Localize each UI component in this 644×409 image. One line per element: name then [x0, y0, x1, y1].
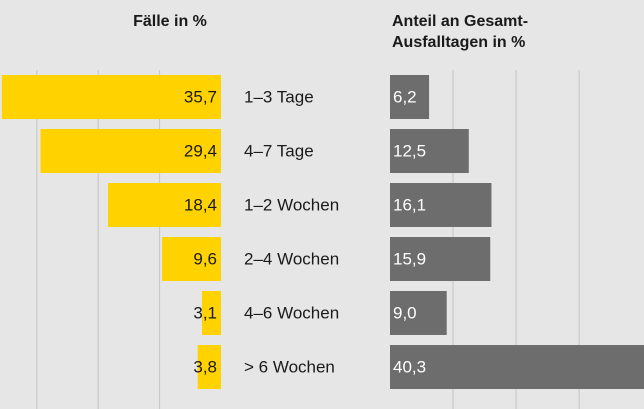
bar [390, 129, 469, 173]
value-label: 9,0 [393, 303, 417, 322]
category-label: 2–4 Wochen [244, 249, 339, 268]
category-label: > 6 Wochen [244, 357, 335, 376]
value-label: 9,6 [193, 249, 217, 268]
value-label: 16,1 [393, 195, 426, 214]
value-label: 15,9 [393, 249, 426, 268]
value-label: 3,8 [193, 357, 217, 376]
value-label: 18,4 [184, 195, 217, 214]
bar [197, 345, 221, 389]
category-label: 1–3 Tage [244, 87, 314, 106]
right-title-line: Ausfalltagen in % [392, 34, 525, 51]
bar [390, 345, 644, 389]
category-label: 4–6 Wochen [244, 303, 339, 322]
value-label: 40,3 [393, 357, 426, 376]
bar [40, 129, 222, 173]
category-label: 4–7 Tage [244, 141, 314, 160]
bar [390, 291, 447, 335]
bar [162, 237, 221, 281]
category-label: 1–2 Wochen [244, 195, 339, 214]
bar [1, 75, 222, 119]
bar [390, 75, 430, 119]
right-title-line: Anteil an Gesamt- [392, 13, 528, 30]
value-label: 29,4 [184, 141, 217, 160]
value-label: 6,2 [393, 87, 417, 106]
left-title: Fälle in % [133, 13, 207, 30]
bar [201, 291, 221, 335]
bar [108, 183, 221, 227]
bar [390, 183, 492, 227]
value-label: 12,5 [393, 141, 426, 160]
bar [390, 237, 491, 281]
value-label: 3,1 [193, 303, 217, 322]
value-label: 35,7 [184, 87, 217, 106]
